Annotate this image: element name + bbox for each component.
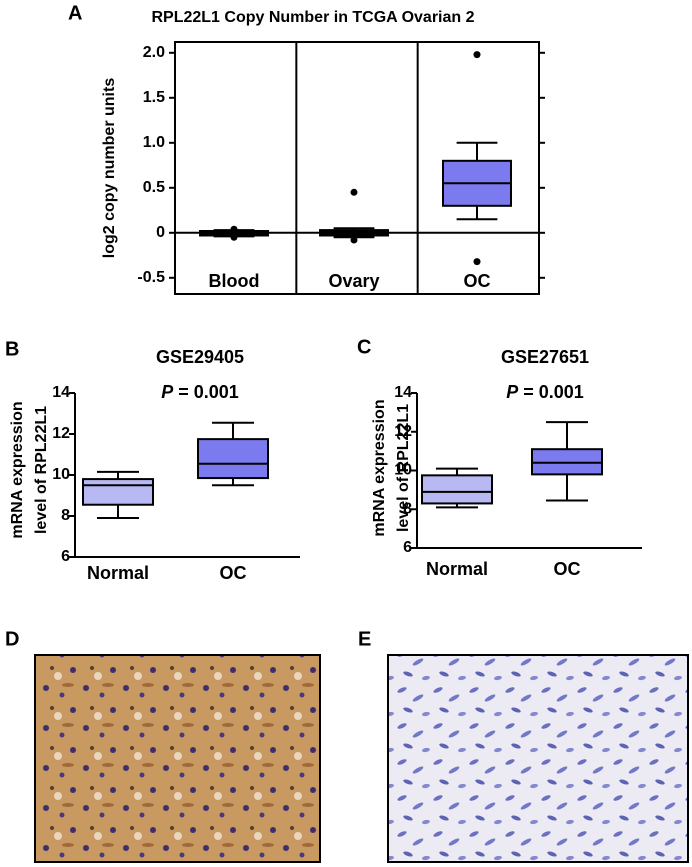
y-axis-label: mRNA expression <box>371 399 388 536</box>
chart-title: GSE27651 <box>501 347 589 367</box>
panel-letter: C <box>357 336 371 358</box>
x-tick-label: OC <box>220 563 247 583</box>
box <box>197 438 269 480</box>
x-tick-label: Normal <box>87 563 149 583</box>
p-text: = 0.001 <box>178 382 239 402</box>
panel-letter: B <box>5 338 19 360</box>
chart-title: RPL22L1 Copy Number in TCGA Ovarian 2 <box>151 9 474 26</box>
x-tick-label: Normal <box>426 559 488 579</box>
p-value: P = 0.001 <box>506 382 584 402</box>
outlier <box>473 258 481 266</box>
y-tick-label: 6 <box>403 539 412 556</box>
outlier <box>473 51 481 59</box>
y-tick-label: 10 <box>394 462 412 479</box>
outlier <box>230 225 238 233</box>
panel-letter: D <box>5 628 19 650</box>
chart-title: GSE29405 <box>156 347 244 367</box>
y-tick-label: 8 <box>61 507 70 524</box>
y-tick-label: 1.5 <box>143 89 165 106</box>
outlier <box>350 188 358 196</box>
y-tick-label: 6 <box>61 548 70 565</box>
panel-letter: A <box>68 2 82 24</box>
p-value: P = 0.001 <box>161 382 239 402</box>
box <box>421 474 493 505</box>
y-tick-label: 14 <box>52 384 70 401</box>
y-tick-label: 1.0 <box>143 134 165 151</box>
x-tick-label: Ovary <box>328 271 379 291</box>
y-axis-label: mRNA expression <box>9 401 26 538</box>
x-tick-label: OC <box>464 271 491 291</box>
y-axis-label: level of RPL22L1 <box>33 406 50 534</box>
y-axis-label: log2 copy number units <box>101 78 118 259</box>
y-tick-label: 12 <box>394 423 412 440</box>
x-tick-label: OC <box>554 559 581 579</box>
y-tick-label: 12 <box>52 425 70 442</box>
ihc-image-e <box>387 654 689 863</box>
y-tick-label: 0 <box>156 224 165 241</box>
ihc-image-d <box>34 654 321 863</box>
plot-frame <box>174 41 540 295</box>
y-tick-label: 8 <box>403 500 412 517</box>
box <box>82 478 154 506</box>
p-symbol: P <box>506 382 519 402</box>
p-symbol: P <box>161 382 174 402</box>
y-tick-label: 14 <box>394 384 412 401</box>
outlier <box>350 236 358 244</box>
x-tick-label: Blood <box>209 271 260 291</box>
y-tick-label: 0.5 <box>143 179 165 196</box>
y-axis-label: level of RPL22L1 <box>395 404 412 532</box>
y-tick-label: -0.5 <box>137 269 165 286</box>
y-tick-label: 10 <box>52 466 70 483</box>
panel-letter: E <box>358 628 371 650</box>
p-text: = 0.001 <box>523 382 584 402</box>
outlier <box>230 233 238 241</box>
y-tick-label: 2.0 <box>143 44 165 61</box>
